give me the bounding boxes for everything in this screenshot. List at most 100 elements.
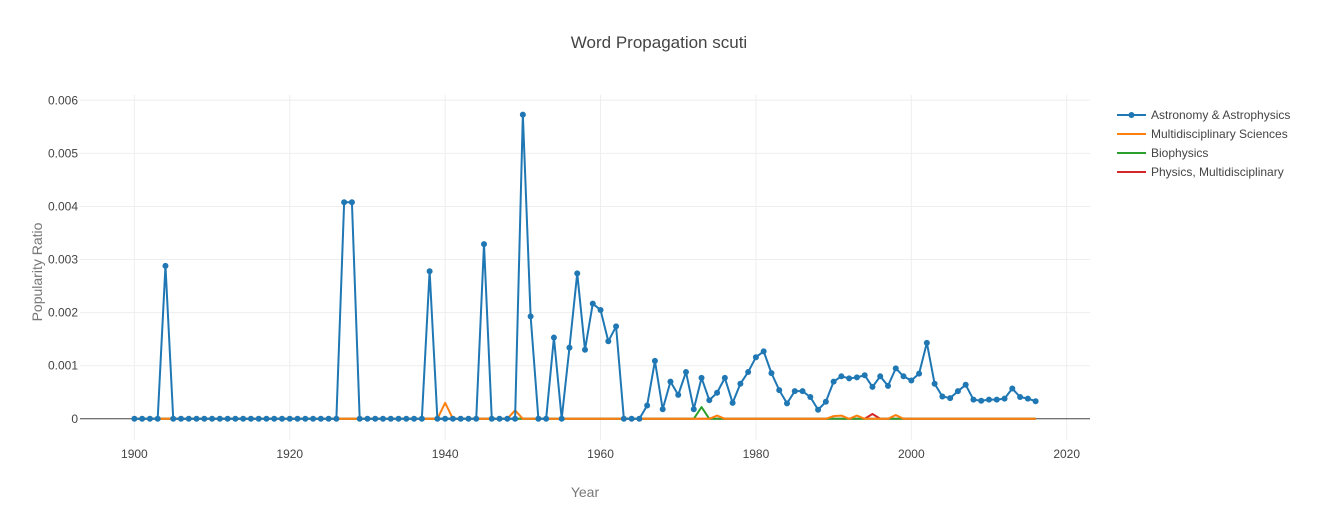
data-point <box>908 377 915 384</box>
x-tick-label: 1900 <box>121 447 148 461</box>
data-point <box>962 381 969 388</box>
data-point <box>784 400 790 407</box>
legend[interactable]: Astronomy & Astrophysics Multidisciplinar… <box>1117 108 1290 179</box>
data-point <box>869 383 876 390</box>
data-point <box>434 415 441 422</box>
data-point <box>916 370 923 377</box>
data-point <box>341 199 348 206</box>
data-point <box>146 415 153 422</box>
data-point <box>286 415 293 422</box>
data-point <box>442 415 449 422</box>
data-point <box>776 387 783 394</box>
data-point <box>986 396 992 403</box>
x-tick-label: 1920 <box>276 447 303 461</box>
data-point <box>426 268 433 275</box>
data-point <box>885 382 891 389</box>
legend-label: Biophysics <box>1151 146 1208 160</box>
data-point <box>294 415 301 422</box>
data-point <box>201 415 208 422</box>
data-point <box>496 415 503 422</box>
data-point <box>255 415 262 422</box>
legend-label: Astronomy & Astrophysics <box>1151 108 1290 122</box>
data-point <box>279 415 285 422</box>
data-point <box>978 397 985 404</box>
y-tick-label: 0.005 <box>48 146 78 160</box>
data-point <box>706 397 713 404</box>
data-point <box>1032 398 1039 405</box>
data-point <box>822 398 829 405</box>
legend-item[interactable]: Biophysics <box>1117 146 1208 160</box>
data-point <box>457 415 464 422</box>
data-point <box>737 380 744 387</box>
series-group <box>131 111 1039 422</box>
data-point <box>1024 395 1031 402</box>
data-point <box>465 415 472 422</box>
data-point <box>216 415 223 422</box>
data-point <box>900 373 907 380</box>
data-point <box>240 415 247 422</box>
series-layer <box>131 111 1039 422</box>
data-point <box>861 372 868 379</box>
data-point <box>667 378 674 385</box>
y-tick-label: 0.001 <box>48 359 78 373</box>
data-point <box>768 370 775 377</box>
data-point <box>263 415 270 422</box>
data-point <box>504 415 511 422</box>
data-point <box>348 199 355 206</box>
series-line <box>134 401 1036 420</box>
data-point <box>1009 385 1016 392</box>
y-tick-label: 0.004 <box>48 199 78 213</box>
data-point <box>271 415 278 422</box>
data-point <box>519 111 526 118</box>
data-point <box>714 389 721 396</box>
data-point <box>395 415 402 422</box>
data-point <box>139 415 146 422</box>
axis-layer: 1900 1920 1940 1960 1980 2000 2020 0 0.001 0.002 0… <box>48 93 1080 461</box>
data-point <box>550 334 557 341</box>
data-point <box>418 415 425 422</box>
legend-item[interactable]: Physics, Multidisciplinary <box>1117 165 1284 179</box>
data-point <box>923 339 930 346</box>
data-point <box>380 415 386 422</box>
data-point <box>954 388 961 395</box>
data-point <box>403 415 410 422</box>
data-point <box>589 300 596 307</box>
data-point <box>131 415 138 422</box>
data-point <box>683 369 689 376</box>
data-point <box>1017 394 1024 401</box>
y-tick-label: 0.006 <box>48 93 78 107</box>
data-point <box>877 373 884 380</box>
data-point <box>333 415 340 422</box>
data-point <box>535 415 542 422</box>
data-point <box>247 415 254 422</box>
y-tick-label: 0 <box>71 412 78 426</box>
data-point <box>325 415 332 422</box>
data-point <box>892 365 899 372</box>
data-point <box>488 415 495 422</box>
data-point <box>947 395 954 402</box>
series-line <box>134 113 1036 420</box>
data-point <box>178 415 184 422</box>
data-point <box>675 391 682 398</box>
data-point <box>566 344 573 351</box>
data-point <box>628 415 635 422</box>
legend-label: Physics, Multidisciplinary <box>1151 165 1284 179</box>
series-group <box>134 401 1036 420</box>
data-point <box>574 270 581 277</box>
chart-title: Word Propagation scuti <box>570 33 748 52</box>
data-point <box>651 357 658 364</box>
data-point <box>527 313 534 320</box>
data-point <box>558 415 565 422</box>
data-point <box>473 415 480 422</box>
data-point <box>993 396 1000 403</box>
grid-layer <box>80 95 1090 440</box>
legend-item[interactable]: Multidisciplinary Sciences <box>1117 127 1288 141</box>
data-point <box>232 415 239 422</box>
data-point <box>838 373 845 380</box>
data-point <box>387 415 394 422</box>
y-tick-label: 0.003 <box>48 253 78 267</box>
legend-item[interactable]: Astronomy & Astrophysics <box>1117 108 1290 122</box>
data-point <box>1001 395 1008 402</box>
data-point <box>760 348 767 355</box>
